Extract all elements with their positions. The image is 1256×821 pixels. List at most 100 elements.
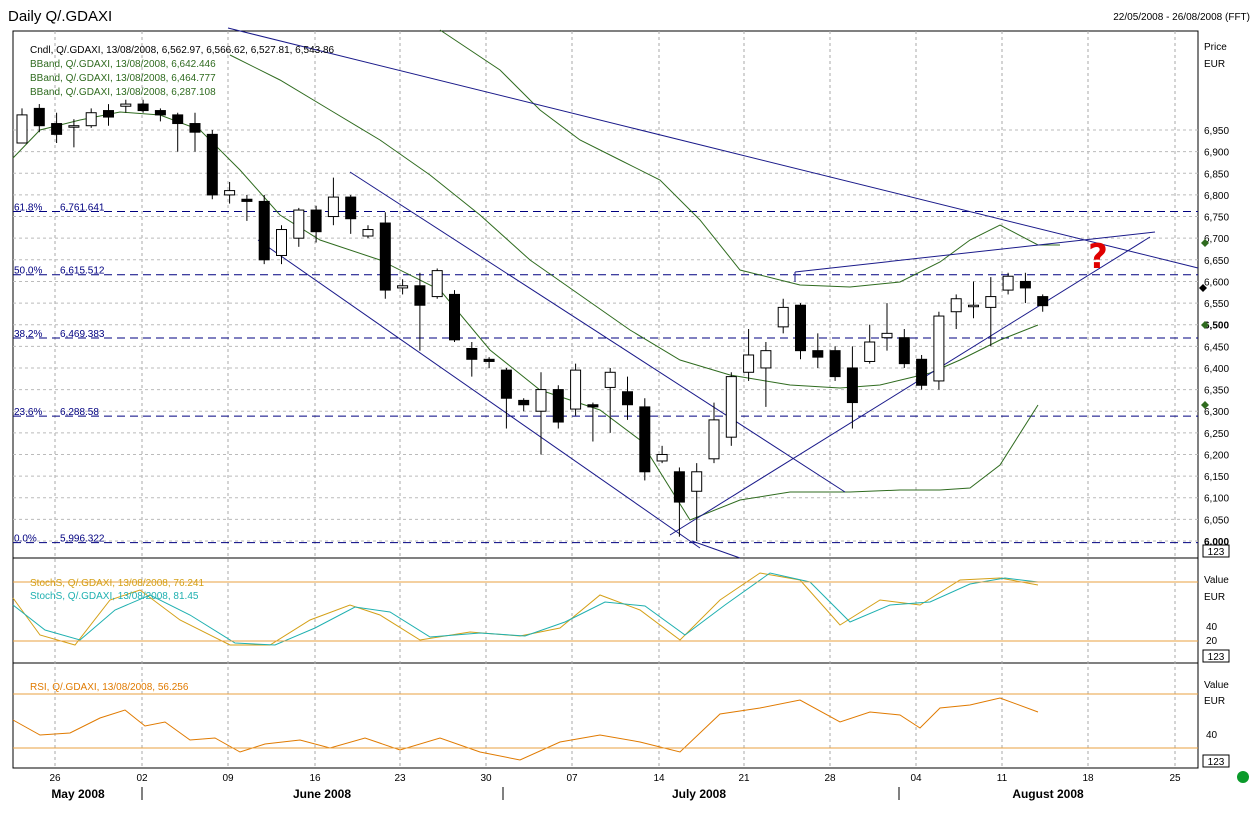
x-tick-label: 07 (566, 773, 578, 784)
last-price-marker (1199, 284, 1207, 292)
bband-upper (439, 29, 1060, 288)
fib-value-label: 6,761.641 (60, 203, 105, 214)
rsi-currency: EUR (1204, 696, 1225, 707)
candle-body (829, 350, 841, 378)
fib-percent-label: 50.0% (14, 266, 42, 277)
rsi-legend: RSI, Q/.GDAXI, 13/08/2008, 56.256 (30, 682, 189, 693)
candle (16, 108, 28, 144)
candle-body (120, 103, 132, 107)
price-axis-currency: EUR (1204, 59, 1225, 70)
candle (916, 354, 928, 390)
candle-body (604, 371, 616, 388)
candle (968, 281, 979, 319)
candle (68, 119, 80, 148)
price-scale-badge: 123 (1208, 547, 1225, 558)
question-mark: ? (1088, 237, 1108, 277)
stoch-value-label: Value (1204, 575, 1229, 586)
candle-body (345, 196, 357, 220)
rsi-line (12, 697, 1039, 761)
candle-body (33, 107, 45, 127)
candle (656, 445, 668, 464)
candle-body (570, 369, 582, 410)
trendline (669, 236, 1151, 536)
price-tick-label: 6,950 (1204, 126, 1229, 137)
trendline (349, 171, 846, 493)
candle (691, 463, 703, 541)
candle-body (881, 332, 893, 339)
stoch-currency: EUR (1204, 592, 1225, 603)
candle (587, 402, 599, 442)
fib-value-label: 6,615.512 (60, 266, 105, 277)
rsi-scale-button[interactable] (1202, 754, 1230, 768)
candle-body (864, 341, 876, 362)
trendline (691, 540, 741, 559)
candle-body (500, 369, 512, 399)
x-tick-label: 02 (136, 773, 148, 784)
candle (224, 181, 236, 204)
gridlines (13, 31, 1198, 768)
candle-body (414, 285, 426, 306)
candle (258, 194, 270, 265)
candle (483, 357, 495, 368)
candle (622, 376, 633, 420)
candle (449, 290, 460, 343)
candle-body (431, 270, 443, 298)
candle-body (673, 471, 685, 503)
candle-body (985, 296, 997, 308)
candle (760, 342, 772, 407)
candle (950, 294, 962, 330)
price-tick-label: 6,500 (1204, 321, 1229, 332)
middle-band-marker (1201, 321, 1209, 329)
upper-band-marker (1201, 239, 1209, 247)
x-tick-label: 04 (910, 773, 922, 784)
candle (777, 298, 789, 334)
price-tick-label: 6,250 (1204, 429, 1229, 440)
trendline (257, 239, 701, 549)
price-tick-label: 6,450 (1204, 342, 1229, 353)
candle (1019, 272, 1031, 304)
candle (933, 311, 945, 390)
candle (985, 277, 997, 347)
price-tick-label: 6,150 (1204, 472, 1229, 483)
price-tick-label: 6,000 (1204, 537, 1229, 548)
legend-entry: BBand, Q/.GDAXI, 13/08/2008, 6,287.108 (30, 87, 216, 98)
trendline (227, 27, 1199, 269)
candle (639, 398, 651, 481)
fib-value-label: 6,288.58 (60, 407, 99, 418)
candle-body (622, 391, 633, 406)
candle (345, 194, 357, 234)
candle-body (362, 229, 374, 237)
candle (431, 268, 443, 299)
rsi-value-label: Value (1204, 680, 1229, 691)
fib-percent-label: 61.8% (14, 203, 42, 214)
price-tick-label: 6,200 (1204, 450, 1229, 461)
price-scale-button[interactable] (1202, 544, 1230, 558)
stoch-scale-button[interactable] (1202, 649, 1230, 663)
candle (604, 367, 616, 433)
stoch-legend-1: StochS, Q/.GDAXI, 13/08/2008, 76.241 (30, 578, 204, 589)
candle (414, 272, 426, 351)
bband-lower (12, 111, 1039, 521)
candle-body (379, 222, 391, 291)
candle (552, 385, 564, 429)
candle (137, 99, 149, 113)
candle-body (535, 389, 547, 412)
price-tick-label: 6,800 (1204, 191, 1229, 202)
candle-body (795, 304, 806, 352)
price-tick-label: 6,650 (1204, 256, 1229, 267)
candle (379, 212, 391, 299)
candle-body (466, 347, 478, 360)
candle (85, 108, 97, 128)
candle-body (397, 285, 409, 289)
x-tick-label: 09 (222, 773, 234, 784)
price-tick-label: 6,400 (1204, 364, 1229, 375)
chart-title: Daily Q/.GDAXI (8, 8, 112, 25)
candle (570, 363, 582, 416)
fib-value-label: 5,996.322 (60, 534, 105, 545)
stoch-scale-badge: 123 (1208, 652, 1225, 663)
price-tick-label: 6,550 (1204, 299, 1229, 310)
x-month-label: June 2008 (293, 787, 351, 801)
stoch-legend-2: StochS, Q/.GDAXI, 13/08/2008, 81.45 (30, 591, 199, 602)
candle (846, 346, 858, 429)
legend-entry: BBand, Q/.GDAXI, 13/08/2008, 6,642.446 (30, 59, 216, 70)
